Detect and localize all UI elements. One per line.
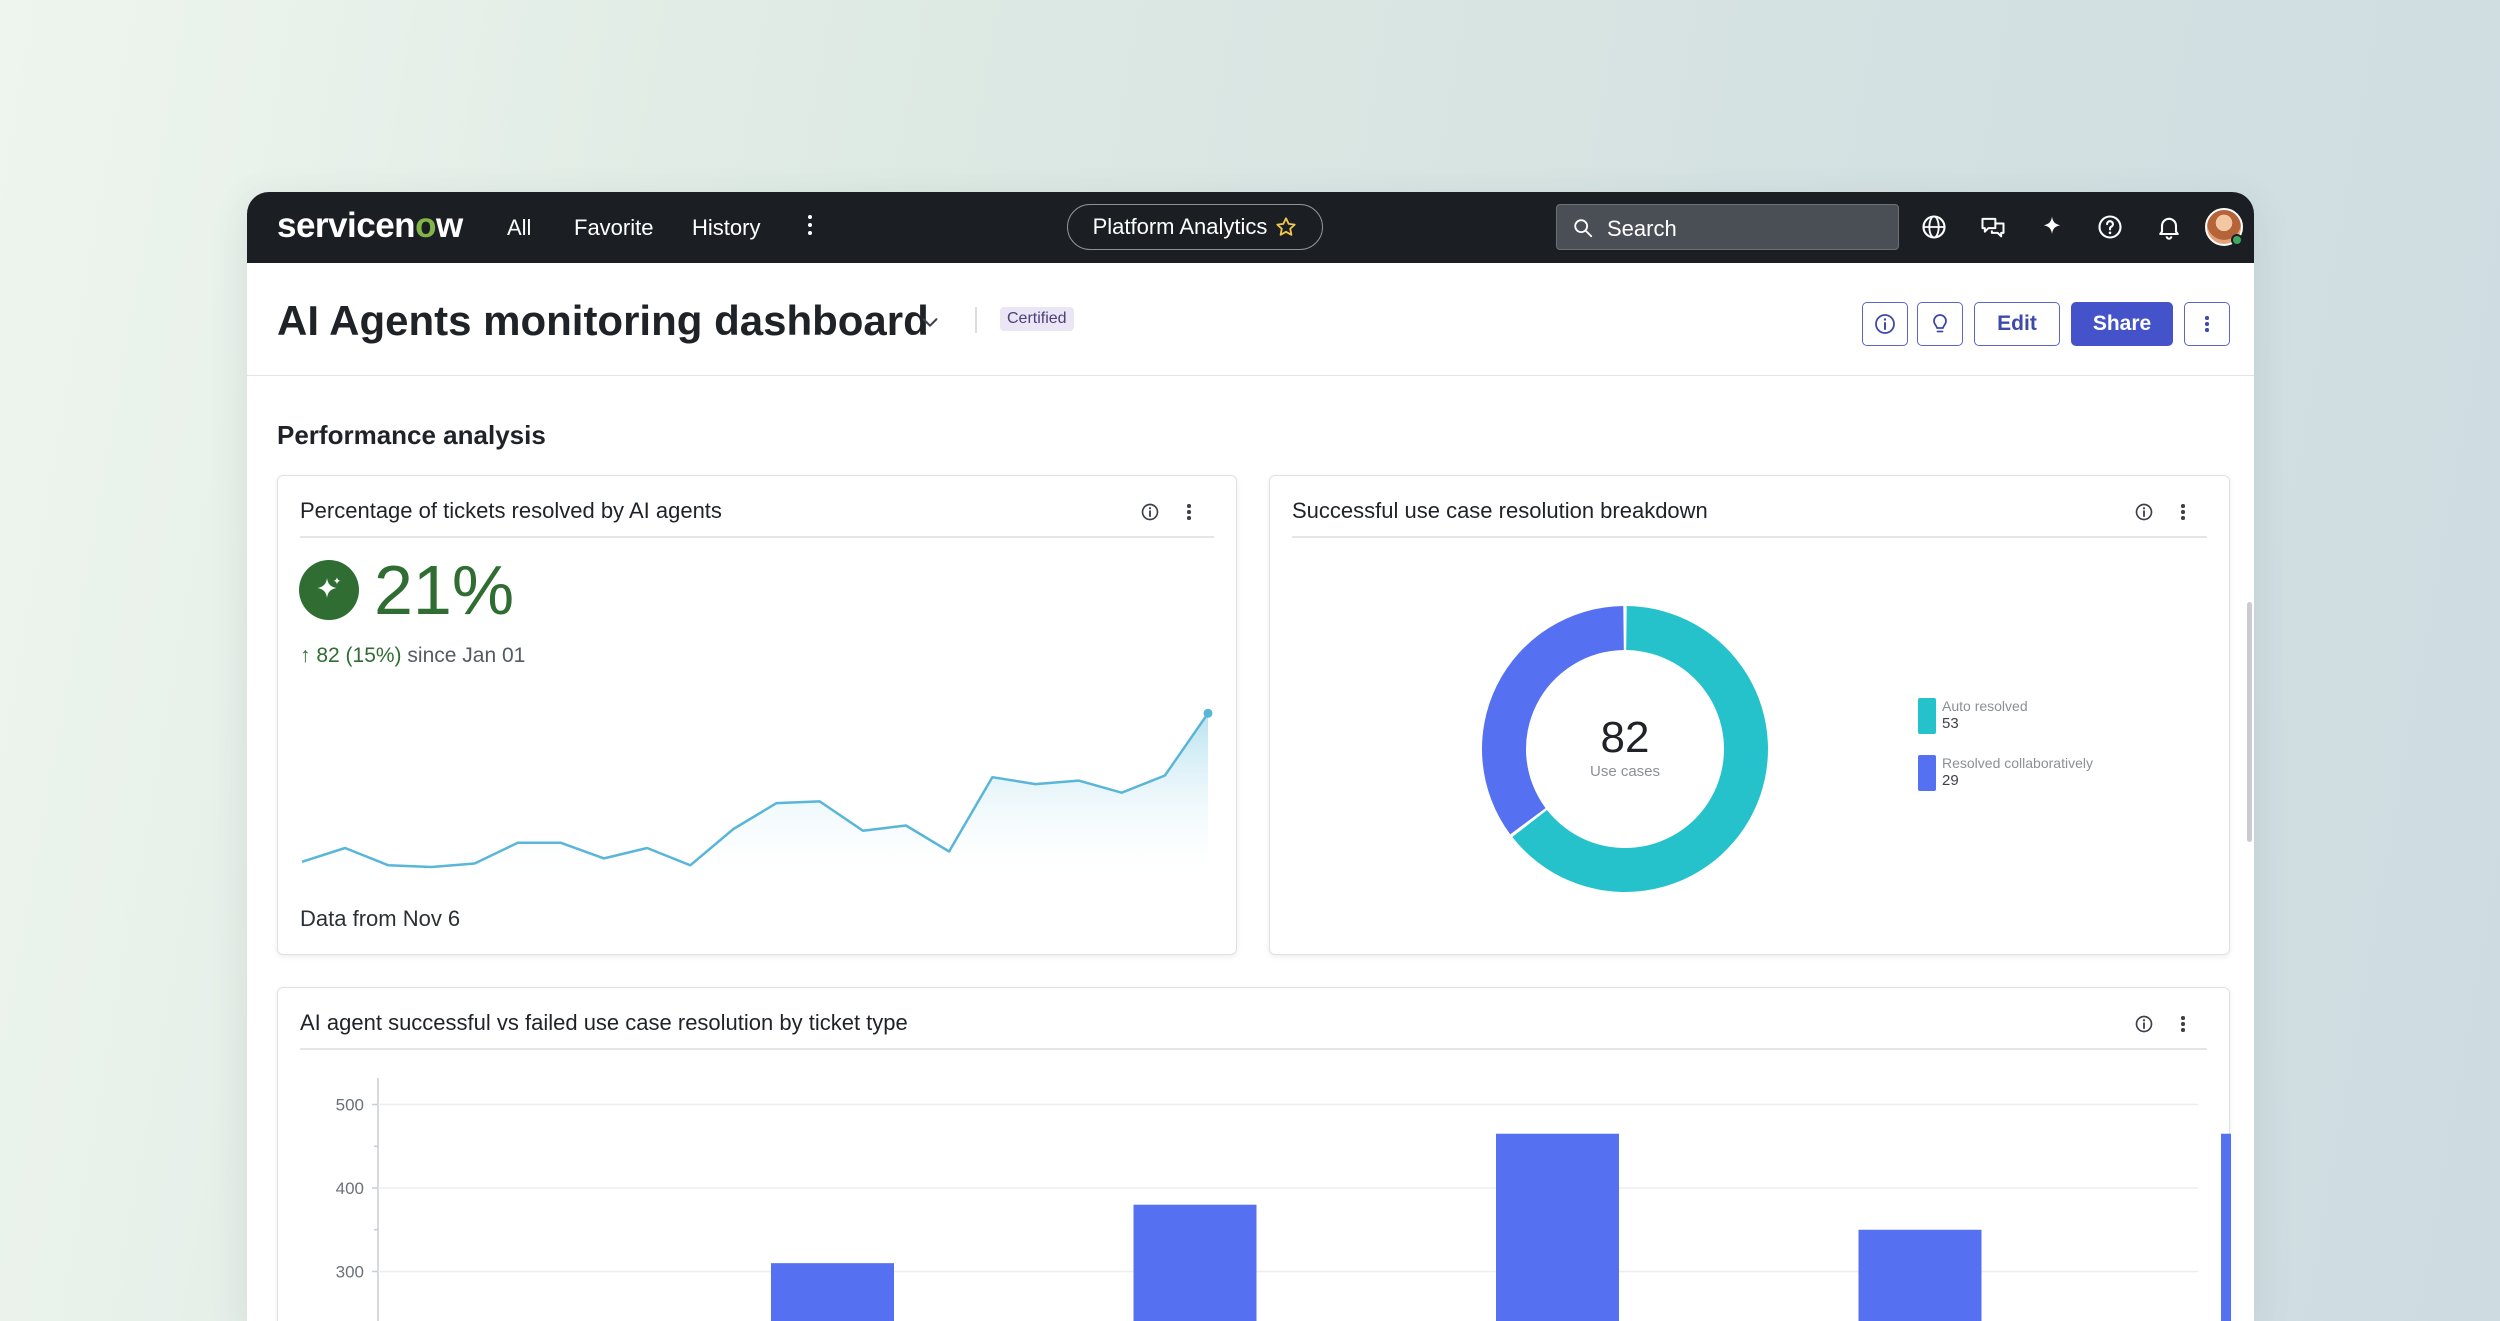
card-divider [300, 536, 1214, 538]
chat-icon[interactable] [1979, 213, 2007, 241]
legend-value: 53 [1942, 715, 1959, 732]
donut-card: Successful use case resolution breakdown… [1269, 475, 2230, 955]
kpi-delta: ↑ 82 (15%) since Jan 01 [300, 644, 525, 668]
global-search-input[interactable]: Search [1556, 204, 1899, 250]
donut-slice[interactable] [1481, 606, 1624, 835]
kebab-icon[interactable] [2178, 1015, 2188, 1033]
legend-label: Resolved collaboratively [1942, 755, 2093, 771]
legend-value: 29 [1942, 772, 1959, 789]
kebab-icon[interactable] [1184, 503, 1194, 521]
legend-label: Auto resolved [1942, 698, 2028, 714]
kpi-footer: Data from Nov 6 [300, 906, 461, 931]
page-scrollbar[interactable] [2247, 602, 2252, 842]
nav-link-all[interactable]: All [507, 215, 532, 240]
search-placeholder: Search [1607, 216, 1677, 241]
bar[interactable] [2221, 1133, 2231, 1321]
section-title: Performance analysis [277, 420, 546, 450]
globe-icon[interactable] [1920, 213, 1948, 241]
y-tick-label: 500 [336, 1096, 364, 1115]
logo-text-b: w [435, 206, 463, 245]
header-divider [975, 307, 977, 333]
servicenow-logo[interactable]: servicenow [277, 206, 463, 246]
app-pill-platform-analytics[interactable]: Platform Analytics [1067, 204, 1323, 250]
donut-card-title: Successful use case resolution breakdown [1292, 498, 1708, 523]
info-icon[interactable] [2134, 502, 2154, 522]
search-icon [1574, 219, 1593, 238]
more-options-button[interactable] [2184, 302, 2230, 346]
donut-card-actions [2134, 502, 2188, 522]
kpi-card: Percentage of tickets resolved by AI age… [277, 475, 1237, 955]
kpi-delta-value: 82 (15%) [316, 644, 402, 667]
info-button[interactable] [1862, 302, 1908, 346]
y-tick-label: 400 [336, 1179, 364, 1198]
bar-chart: 500 400 300 [336, 1078, 2231, 1321]
app-pill-label: Platform Analytics [1092, 214, 1268, 239]
logo-text-o: o [415, 206, 436, 245]
kpi-card-title: Percentage of tickets resolved by AI age… [300, 498, 722, 523]
bar[interactable] [1858, 1229, 1982, 1321]
legend-swatch [1918, 755, 1936, 791]
kebab-icon[interactable] [2178, 503, 2188, 521]
page-header: AI Agents monitoring dashboard Certified… [247, 263, 2254, 376]
share-button[interactable]: Share [2071, 302, 2173, 346]
logo-text-a: servicen [277, 206, 416, 245]
sparkline-chart [301, 708, 1213, 886]
chevron-down-icon[interactable] [919, 311, 941, 333]
donut-center-label: Use cases [1589, 763, 1661, 780]
bar-card-title: AI agent successful vs failed use case r… [300, 1010, 908, 1035]
nav-link-history[interactable]: History [692, 215, 761, 240]
arrow-up-icon: ↑ [300, 644, 311, 667]
kpi-delta-since: since Jan 01 [407, 644, 526, 667]
legend-swatch [1918, 698, 1936, 734]
bar[interactable] [1496, 1133, 1619, 1321]
nav-link-favorite[interactable]: Favorite [574, 215, 654, 240]
sparkle-icon[interactable] [2038, 213, 2066, 241]
bell-icon[interactable] [2155, 213, 2183, 241]
bar[interactable] [1133, 1204, 1257, 1321]
ai-agent-badge [299, 560, 359, 620]
kpi-card-actions [1140, 502, 1194, 522]
more-menu-icon[interactable] [800, 212, 820, 242]
y-tick-label: 300 [336, 1263, 364, 1282]
donut-slice[interactable] [1512, 606, 1768, 892]
sparkline-point [1203, 708, 1213, 718]
edit-button[interactable]: Edit [1974, 302, 2060, 346]
star-icon[interactable] [1275, 216, 1297, 238]
bar-card-actions [2134, 1014, 2188, 1034]
lightbulb-icon [1933, 314, 1947, 333]
presence-dot [2231, 234, 2243, 246]
top-navigation: servicenow All Favorite History Platform… [247, 192, 2254, 263]
help-icon[interactable] [2096, 213, 2124, 241]
sparkline-line [301, 712, 1210, 869]
info-icon [1875, 314, 1895, 334]
app-window: servicenow All Favorite History Platform… [247, 192, 2254, 1321]
info-icon[interactable] [1140, 502, 1160, 522]
card-divider [1292, 536, 2207, 538]
page-title: AI Agents monitoring dashboard [277, 297, 929, 344]
bar-card: AI agent successful vs failed use case r… [277, 987, 2231, 1321]
bar[interactable] [771, 1263, 894, 1321]
donut-center-value: 82 [1600, 713, 1650, 762]
certified-badge: Certified [1000, 307, 1074, 331]
user-avatar[interactable] [2205, 208, 2243, 246]
sparkline-area [302, 713, 1208, 886]
info-icon[interactable] [2134, 1014, 2154, 1034]
donut-center: 82 Use cases [1545, 713, 1705, 780]
kpi-value: 21% [374, 551, 515, 629]
donut-chart [1481, 606, 1768, 892]
sparkle-icon [317, 577, 341, 598]
card-divider [300, 1048, 2207, 1050]
insights-button[interactable] [1917, 302, 1963, 346]
kebab-icon [2202, 315, 2212, 333]
